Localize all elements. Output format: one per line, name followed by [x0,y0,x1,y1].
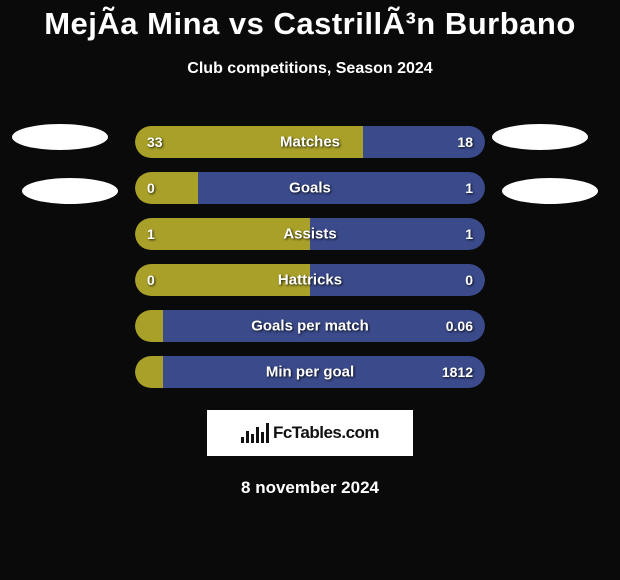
stat-fill-left [135,356,163,388]
stat-value-right: 0.06 [446,318,473,334]
logo-bar [241,437,244,443]
date-label: 8 november 2024 [0,478,620,498]
stat-label: Matches [280,134,340,151]
logo-text: FcTables.com [273,423,379,443]
stat-fill-left [135,310,163,342]
comparison-card: MejÃ­a Mina vs CastrillÃ³n Burbano Club … [0,0,620,498]
logo-bar [246,431,249,443]
stat-value-right: 0 [465,272,473,288]
stat-fill-left [135,172,198,204]
stat-label: Goals per match [251,318,369,335]
subtitle: Club competitions, Season 2024 [0,60,620,78]
stat-row: Goals 0 1 [135,172,485,204]
stat-value-right: 1812 [442,364,473,380]
stat-row: Hattricks 0 0 [135,264,485,296]
stat-label: Goals [289,180,331,197]
stat-row: Assists 1 1 [135,218,485,250]
logo-bar [251,434,254,443]
logo-bar [256,427,259,443]
stats-list: Matches3318Goals01Assists11Hattricks00Go… [0,126,620,388]
logo-badge: FcTables.com [207,410,413,456]
stat-value-left: 0 [147,272,155,288]
page-title: MejÃ­a Mina vs CastrillÃ³n Burbano [0,6,620,42]
stat-value-right: 18 [457,134,473,150]
avatar-placeholder [502,178,598,204]
avatar-placeholder [492,124,588,150]
stat-label: Assists [283,226,336,243]
logo-bar [261,432,264,443]
avatar-placeholder [12,124,108,150]
stat-value-left: 1 [147,226,155,242]
stat-row: Min per goal 1812 [135,356,485,388]
stat-label: Min per goal [266,364,354,381]
stat-value-left: 33 [147,134,163,150]
stat-row: Matches 33 18 [135,126,485,158]
stat-row: Goals per match 0.06 [135,310,485,342]
logo-bars-icon [241,423,269,443]
stat-label: Hattricks [278,272,342,289]
stat-value-right: 1 [465,226,473,242]
stat-value-right: 1 [465,180,473,196]
logo-bar [266,423,269,443]
stat-fill-right [198,172,485,204]
stat-value-left: 0 [147,180,155,196]
avatar-placeholder [22,178,118,204]
